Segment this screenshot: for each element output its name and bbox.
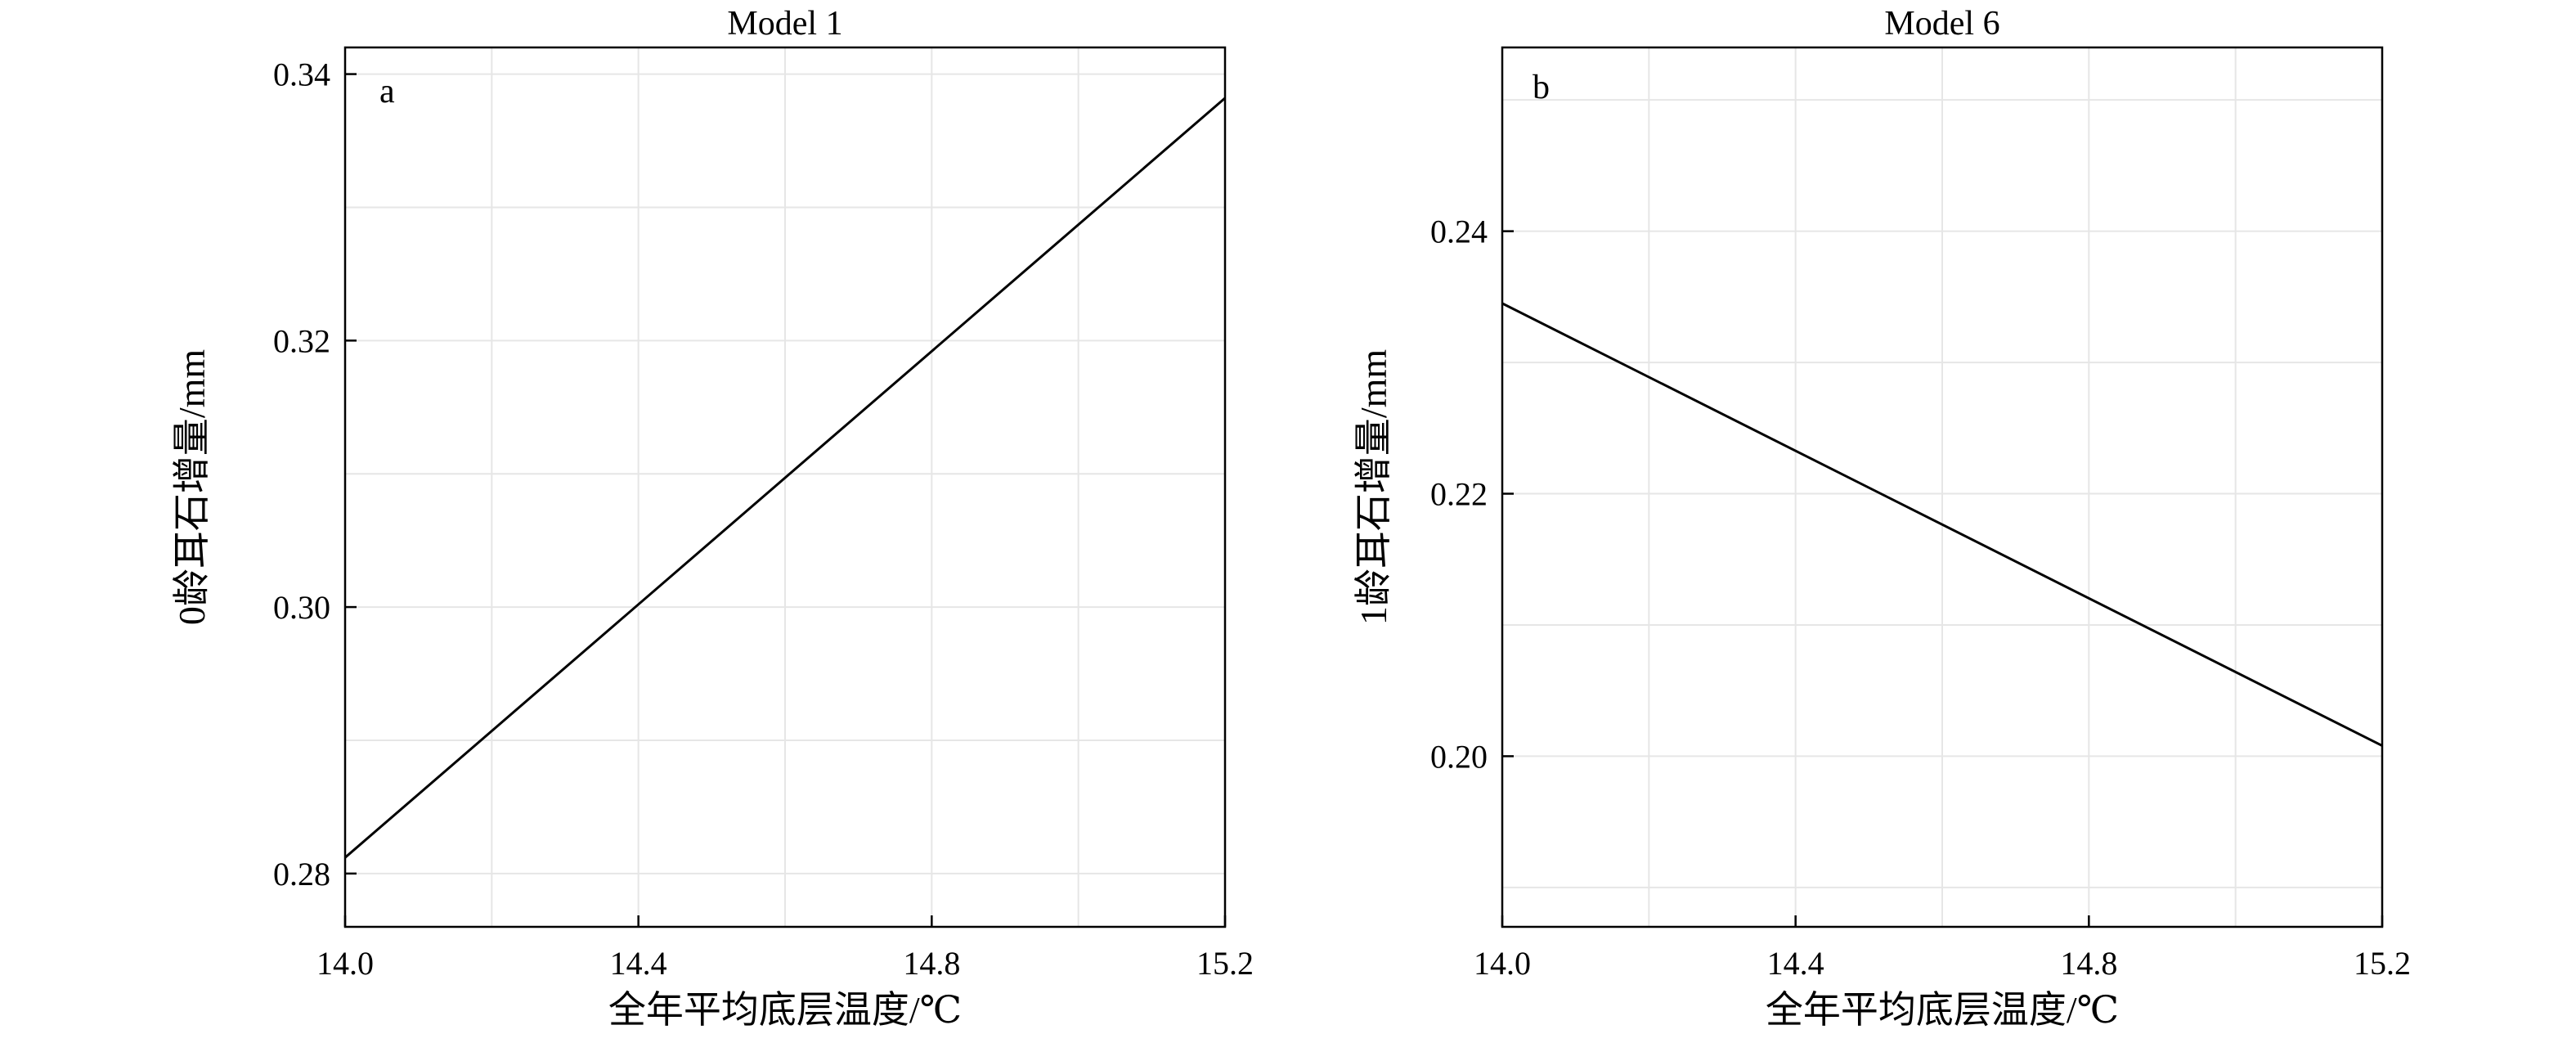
y-tick-label: 0.30	[273, 589, 330, 626]
y-tick-label: 0.32	[273, 322, 330, 359]
x-tick-label: 15.2	[1196, 945, 1254, 982]
panel-b: 14.0 14.4 14.8 15.2 0.20 0.22 0.24 Model 6 b 全年平均…	[1353, 5, 2411, 1031]
y-axis-label: 0龄耳石增量/mm	[171, 349, 213, 626]
x-tick-label: 15.2	[2354, 945, 2411, 982]
y-tick-label: 0.24	[1430, 214, 1488, 250]
x-tick-label: 14.4	[610, 945, 667, 982]
x-tick-label: 14.0	[1474, 945, 1531, 982]
panel-label: a	[379, 73, 395, 110]
x-tick-label: 14.4	[1767, 945, 1824, 982]
x-tick-label: 14.8	[2060, 945, 2117, 982]
grid	[1501, 47, 2383, 927]
chart-title: Model 1	[727, 5, 842, 43]
panel-label: b	[1533, 69, 1550, 106]
x-tick-label: 14.0	[316, 945, 374, 982]
plot-frame	[343, 46, 1227, 928]
grid	[344, 47, 1226, 927]
y-axis-label: 1龄耳石增量/mm	[1353, 349, 1394, 626]
y-tick-label: 0.28	[273, 856, 330, 892]
series-line	[1501, 302, 2383, 747]
panel-a: 14.0 14.4 14.8 15.2 0.28 0.30 0.32 0.34 Model 1 a…	[171, 5, 1254, 1031]
chart-title: Model 6	[1884, 5, 1999, 43]
x-axis-label: 全年平均底层温度/℃	[1766, 989, 2119, 1031]
plot-frame	[1501, 46, 2384, 928]
series-line	[344, 97, 1226, 859]
x-axis-label: 全年平均底层温度/℃	[608, 989, 962, 1031]
y-tick-label: 0.22	[1430, 476, 1488, 513]
x-tick-label: 14.8	[903, 945, 960, 982]
y-tick-label: 0.20	[1430, 738, 1488, 775]
y-tick-label: 0.34	[273, 56, 330, 93]
